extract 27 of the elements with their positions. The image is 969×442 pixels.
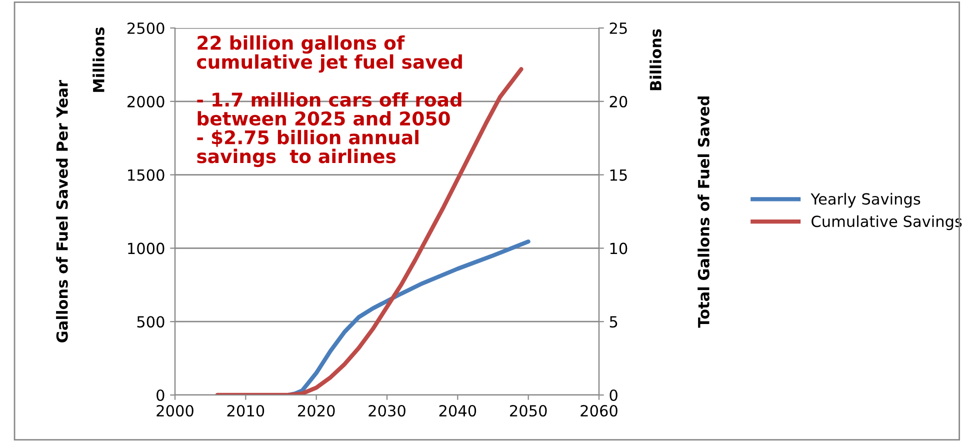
x-tick-label: 2030 (368, 404, 406, 417)
x-tick-label: 2000 (156, 404, 194, 417)
text: Billions (650, 29, 662, 90)
x-tick-label: 2020 (298, 404, 335, 417)
y-axis-title: Gallons of Fuel Saved Per Year (56, 80, 68, 342)
y-tick-label: 2000 (128, 96, 164, 108)
y2-tick-label: 20 (610, 96, 628, 108)
text: Millions (92, 27, 104, 92)
y-tick-label: 0 (156, 389, 164, 402)
x-tick-label: 2050 (510, 404, 547, 417)
legend-label: Yearly Savings (810, 192, 920, 208)
line-series (286, 240, 530, 395)
annotation: 22 billion gallons of cumulative jet fuel saved - 1.7 million cars off road between 2025 and 2050 - $2.75 billion annual savings to airlines (197, 35, 462, 168)
y2-tick-label: 5 (610, 316, 618, 328)
y-tick-label: 500 (137, 316, 164, 328)
y2-tick-label: 0 (610, 389, 618, 402)
x-tick-label: 2010 (227, 404, 264, 417)
y2-tick-label: 25 (610, 22, 627, 34)
y-tick-label: 1500 (128, 169, 164, 181)
y2-tick-label: 15 (610, 169, 627, 181)
y2-axis-title: Total Gallons of Fuel Saved (698, 96, 710, 328)
y2-tick-label: 10 (610, 242, 628, 254)
y-tick-label: 2500 (128, 22, 164, 34)
x-tick-label: 2040 (439, 404, 476, 417)
y-tick-label: 1000 (128, 242, 164, 254)
legend-label: Cumulative Savings (812, 215, 962, 230)
x-tick-label: 2060 (580, 404, 618, 417)
